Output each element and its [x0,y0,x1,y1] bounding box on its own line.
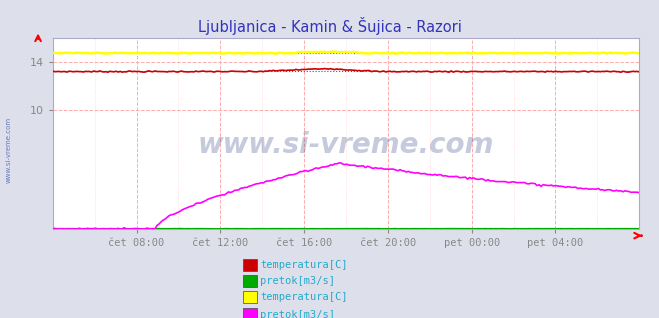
Text: www.si-vreme.com: www.si-vreme.com [198,131,494,159]
Text: www.si-vreme.com: www.si-vreme.com [5,116,12,183]
Text: pretok[m3/s]: pretok[m3/s] [260,276,335,286]
Text: Ljubljanica - Kamin & Šujica - Razori: Ljubljanica - Kamin & Šujica - Razori [198,17,461,36]
Text: temperatura[C]: temperatura[C] [260,260,348,270]
Text: pretok[m3/s]: pretok[m3/s] [260,309,335,318]
Text: temperatura[C]: temperatura[C] [260,292,348,302]
